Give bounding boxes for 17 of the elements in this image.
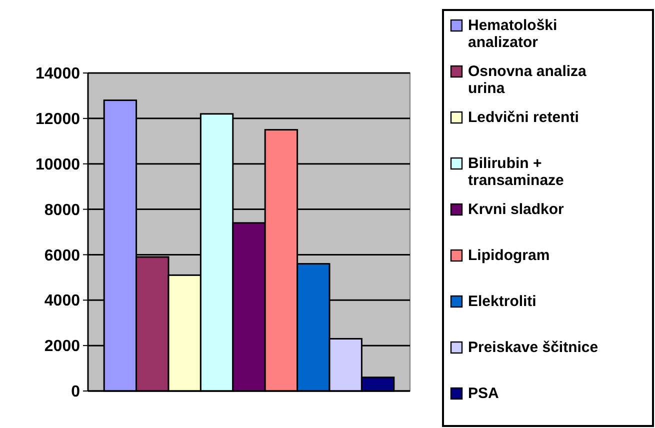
y-tick-label: 8000 [44,202,80,219]
legend-label: Osnovna analiza urina [468,63,588,97]
legend-label: Bilirubin + transaminaze [468,155,564,189]
y-tick-label: 6000 [44,247,80,264]
y-tick-label: 10000 [36,156,80,174]
y-tick-label: 14000 [36,66,80,83]
legend-label: Ledvični retenti [468,109,579,126]
y-tick-label: 0 [71,384,80,401]
legend-label: Lipidogram [468,247,550,264]
y-tick-label: 2000 [44,338,80,356]
legend-label: Hematološki analizator [468,17,558,51]
legend-label: PSA [468,385,500,402]
y-tick-label: 4000 [44,292,80,310]
legend-label: Elektroliti [468,293,536,310]
legend-label: Krvni sladkor [468,201,564,218]
legend-label: Preiskave ščitnice [468,339,598,356]
y-tick-label: 12000 [36,111,80,128]
